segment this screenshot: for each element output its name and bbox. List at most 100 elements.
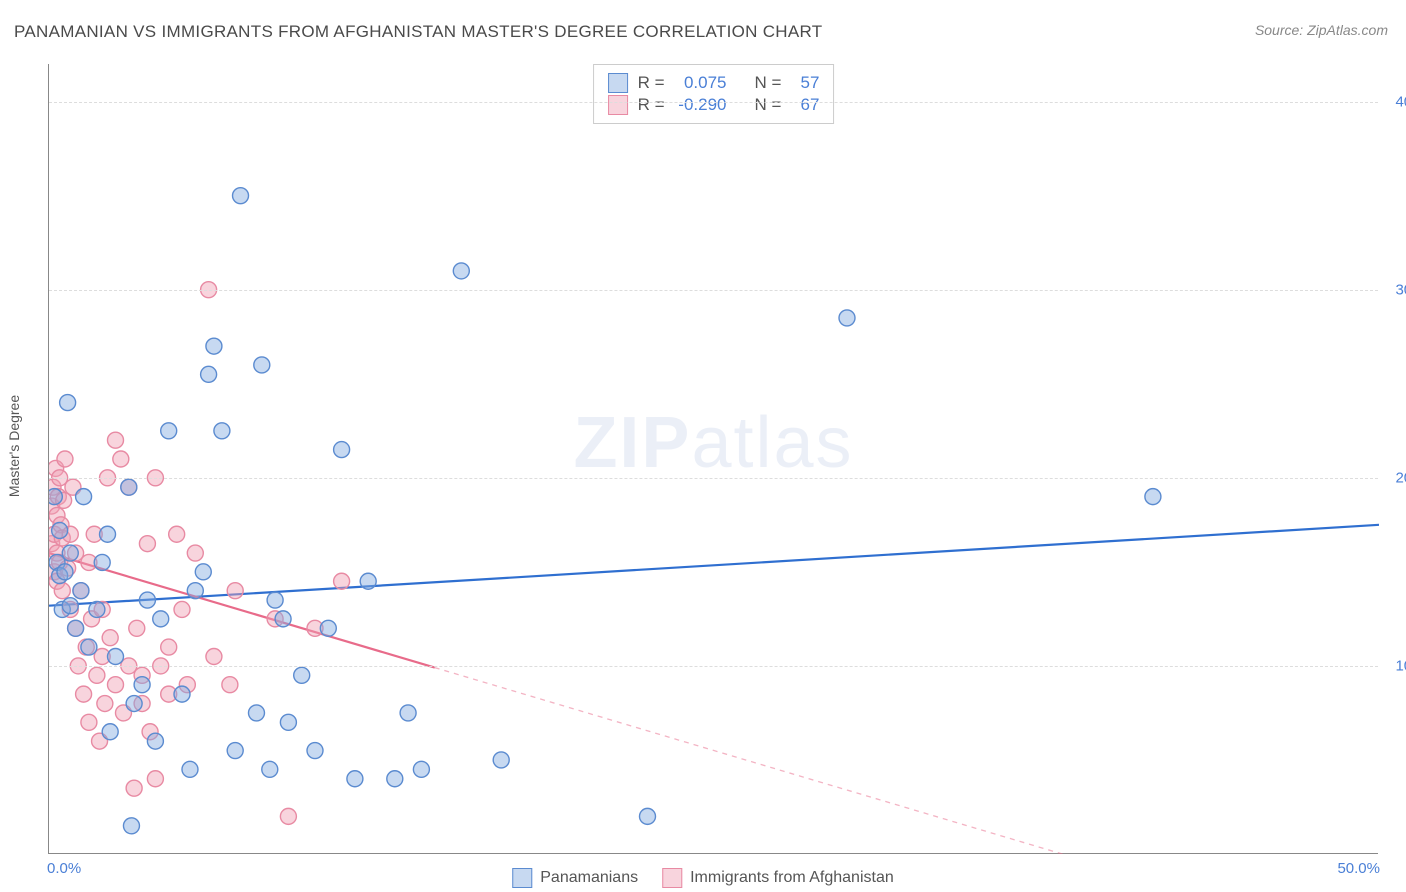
data-point [206,338,222,354]
data-point [334,442,350,458]
data-point [839,310,855,326]
y-tick-label: 20.0% [1383,469,1406,486]
data-point [254,357,270,373]
data-point [334,573,350,589]
n-value: 57 [791,73,819,93]
data-point [126,696,142,712]
data-point [94,554,110,570]
data-point [640,808,656,824]
data-point [174,601,190,617]
data-point [68,620,84,636]
x-tick-min: 0.0% [47,860,81,877]
data-point [294,667,310,683]
data-point [52,522,68,538]
r-value: 0.075 [675,73,727,93]
legend-swatch [662,868,682,888]
data-point [139,592,155,608]
data-point [123,818,139,834]
data-point [100,526,116,542]
r-label: R = [638,73,665,93]
data-point [400,705,416,721]
data-point [360,573,376,589]
data-point [222,677,238,693]
data-point [139,536,155,552]
data-point [453,263,469,279]
trend-line-dashed [435,668,1379,854]
plot-area: ZIPatlas R =0.075N =57R =-0.290N =67 0.0… [48,64,1378,854]
data-point [227,743,243,759]
data-point [81,714,97,730]
data-point [320,620,336,636]
data-point [201,366,217,382]
data-point [108,677,124,693]
gridline [49,102,1378,103]
gridline [49,478,1378,479]
y-tick-label: 30.0% [1383,281,1406,298]
data-point [76,686,92,702]
gridline [49,666,1378,667]
scatter-svg [49,64,1379,854]
data-point [182,761,198,777]
data-point [126,780,142,796]
data-point [161,639,177,655]
data-point [134,677,150,693]
data-point [113,451,129,467]
stats-legend-row: R =-0.290N =67 [608,95,820,115]
legend-swatch [608,95,628,115]
data-point [89,667,105,683]
data-point [233,188,249,204]
data-point [57,451,73,467]
data-point [60,395,76,411]
data-point [493,752,509,768]
data-point [347,771,363,787]
legend-label: Immigrants from Afghanistan [690,869,894,887]
data-point [275,611,291,627]
legend-swatch [512,868,532,888]
data-point [227,583,243,599]
y-tick-label: 40.0% [1383,93,1406,110]
data-point [195,564,211,580]
data-point [267,592,283,608]
data-point [206,649,222,665]
y-tick-label: 10.0% [1383,657,1406,674]
data-point [147,733,163,749]
bottom-legend-item: Immigrants from Afghanistan [662,868,894,888]
data-point [280,714,296,730]
x-tick-max: 50.0% [1337,860,1380,877]
chart-title: PANAMANIAN VS IMMIGRANTS FROM AFGHANISTA… [14,22,822,42]
data-point [169,526,185,542]
data-point [49,489,62,505]
data-point [248,705,264,721]
chart-source: Source: ZipAtlas.com [1255,22,1388,38]
data-point [147,771,163,787]
data-point [81,639,97,655]
data-point [129,620,145,636]
bottom-legend-item: Panamanians [512,868,638,888]
n-label: N = [755,73,782,93]
data-point [280,808,296,824]
y-axis-label: Master's Degree [6,395,22,497]
data-point [187,583,203,599]
data-point [62,545,78,561]
chart-container: PANAMANIAN VS IMMIGRANTS FROM AFGHANISTA… [0,0,1406,892]
data-point [262,761,278,777]
legend-swatch [608,73,628,93]
data-point [102,724,118,740]
n-value: 67 [791,95,819,115]
data-point [97,696,113,712]
data-point [161,423,177,439]
data-point [57,564,73,580]
stats-legend: R = 0.075 N = 57R =-0.290N =67 [593,64,835,124]
data-point [387,771,403,787]
data-point [187,545,203,561]
data-point [214,423,230,439]
data-point [102,630,118,646]
data-point [307,743,323,759]
stats-legend-row: R = 0.075 N = 57 [608,73,820,93]
data-point [153,611,169,627]
data-point [108,649,124,665]
bottom-legend: Panamanians Immigrants from Afghanistan [506,866,899,890]
legend-label: Panamanians [540,869,638,887]
data-point [54,583,70,599]
data-point [62,598,78,614]
